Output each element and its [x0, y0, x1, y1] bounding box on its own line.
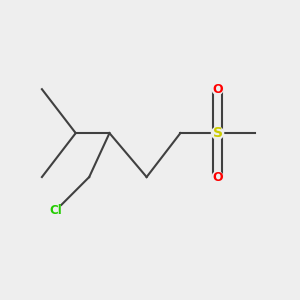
Circle shape [48, 203, 63, 218]
Circle shape [212, 83, 224, 95]
Circle shape [211, 126, 224, 140]
Text: Cl: Cl [49, 204, 62, 217]
Text: S: S [213, 126, 223, 140]
Circle shape [212, 171, 224, 183]
Text: O: O [212, 170, 223, 184]
Text: O: O [212, 83, 223, 96]
